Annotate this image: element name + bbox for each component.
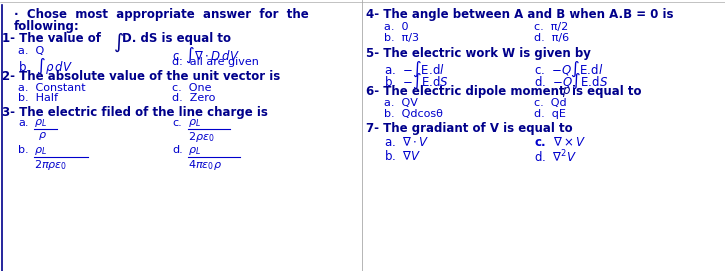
Text: $p$: $p$ [562, 85, 571, 99]
Text: b.  $\int\rho\,dV$: b. $\int\rho\,dV$ [18, 57, 72, 76]
Text: $\rho_L$: $\rho_L$ [188, 117, 201, 129]
Text: $\rho_L$: $\rho_L$ [34, 145, 47, 157]
Text: ·  Chose  most  appropriate  answer  for  the: · Chose most appropriate answer for the [14, 8, 309, 21]
Text: d.  π/6: d. π/6 [534, 33, 569, 43]
Text: a.  $\nabla \cdot V$: a. $\nabla \cdot V$ [384, 136, 429, 149]
Text: a.: a. [18, 118, 28, 128]
Text: 3- The electric filed of the line charge is: 3- The electric filed of the line charge… [2, 106, 268, 119]
Text: 2- The absolute value of the unit vector is: 2- The absolute value of the unit vector… [2, 70, 281, 83]
Text: d.  qE: d. qE [534, 109, 566, 119]
Text: 5- The electric work W is given by: 5- The electric work W is given by [366, 47, 591, 60]
Text: b.  $\nabla V$: b. $\nabla V$ [384, 149, 421, 163]
Text: D. dS is equal to: D. dS is equal to [122, 32, 231, 45]
Text: $2\rho\varepsilon_0$: $2\rho\varepsilon_0$ [188, 130, 215, 144]
Text: 7- The gradiant of V is equal to: 7- The gradiant of V is equal to [366, 122, 573, 135]
Text: d.: d. [172, 145, 183, 155]
Text: d.  $-Q\int$E.d$S$: d. $-Q\int$E.d$S$ [534, 72, 608, 91]
Text: c.  π/2: c. π/2 [534, 22, 568, 32]
Text: c.  $-Q\int$E.d$l$: c. $-Q\int$E.d$l$ [534, 60, 603, 79]
Text: following:: following: [14, 20, 80, 33]
Text: $\int$: $\int$ [113, 32, 124, 54]
Text: d.  $\nabla^2 V$: d. $\nabla^2 V$ [534, 149, 577, 166]
Text: $\rho_L$: $\rho_L$ [34, 117, 47, 129]
Text: $2\pi\rho\varepsilon_0$: $2\pi\rho\varepsilon_0$ [34, 158, 67, 172]
Text: a.  Q: a. Q [18, 46, 44, 56]
Text: a.  QV: a. QV [384, 98, 418, 108]
Text: a.  $-\int$E.d$l$: a. $-\int$E.d$l$ [384, 60, 444, 79]
Text: a.  0: a. 0 [384, 22, 408, 32]
Text: b.  Half: b. Half [18, 93, 58, 103]
Text: $4\pi\varepsilon_0\rho$: $4\pi\varepsilon_0\rho$ [188, 158, 222, 172]
Text: 6- The electric dipole moment: 6- The electric dipole moment [366, 85, 565, 98]
Text: b.  $-\int$E.d$S$: b. $-\int$E.d$S$ [384, 72, 449, 91]
Text: c.  $\nabla \times V$: c. $\nabla \times V$ [534, 136, 587, 149]
Text: c.  Qd: c. Qd [534, 98, 567, 108]
Text: d.  Zero: d. Zero [172, 93, 215, 103]
Text: $\rho$: $\rho$ [38, 130, 47, 142]
Text: d.  all are given: d. all are given [172, 57, 259, 67]
Text: 4- The angle between A and B when A.B = 0 is: 4- The angle between A and B when A.B = … [366, 8, 674, 21]
Text: b.  π/3: b. π/3 [384, 33, 419, 43]
Text: c.  One: c. One [172, 83, 212, 93]
Text: b.  Qdcosθ: b. Qdcosθ [384, 109, 443, 119]
Text: c.: c. [172, 118, 182, 128]
Text: 1- The value of: 1- The value of [2, 32, 101, 45]
Text: is equal to: is equal to [572, 85, 642, 98]
Text: $\rho_L$: $\rho_L$ [188, 145, 201, 157]
Text: b.: b. [18, 145, 28, 155]
Text: c. $\int\nabla \cdot D\,dV$: c. $\int\nabla \cdot D\,dV$ [172, 46, 240, 65]
Text: a.  Constant: a. Constant [18, 83, 86, 93]
